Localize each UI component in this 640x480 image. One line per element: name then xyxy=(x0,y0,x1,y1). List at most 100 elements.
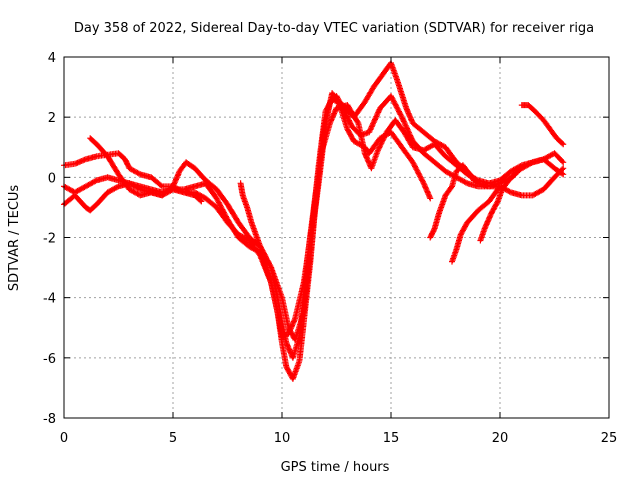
data-point xyxy=(457,220,470,238)
data-point xyxy=(388,129,404,149)
data-point xyxy=(529,187,546,199)
data-point xyxy=(82,153,99,163)
data-point xyxy=(115,150,127,162)
data-point xyxy=(213,186,230,207)
data-point xyxy=(560,159,567,166)
data-point xyxy=(466,171,476,183)
data-point xyxy=(499,178,511,193)
data-point xyxy=(148,174,164,189)
data-point xyxy=(235,234,252,249)
y-tick-label: 4 xyxy=(48,51,56,66)
data-point xyxy=(61,161,77,169)
data-point xyxy=(300,251,311,301)
data-point xyxy=(202,180,219,201)
series-track-c xyxy=(61,90,434,382)
data-point xyxy=(486,190,498,205)
data-point xyxy=(409,159,426,185)
data-point xyxy=(420,129,437,144)
data-point xyxy=(279,318,289,345)
data-point xyxy=(87,202,99,214)
data-point xyxy=(361,85,376,106)
data-point xyxy=(104,153,121,176)
data-point xyxy=(505,172,518,184)
data-point xyxy=(279,294,292,330)
data-point xyxy=(87,135,99,147)
data-point xyxy=(355,120,368,155)
data-point xyxy=(459,162,472,176)
data-point xyxy=(560,141,567,148)
data-point xyxy=(540,117,553,131)
data-point xyxy=(71,192,88,210)
series-track-i xyxy=(518,102,567,148)
data-point xyxy=(383,118,398,136)
data-point xyxy=(388,60,400,83)
data-point xyxy=(475,199,491,214)
data-point xyxy=(183,159,197,171)
data-point xyxy=(512,171,519,178)
data-point xyxy=(82,178,99,190)
data-point xyxy=(289,359,302,382)
data-point xyxy=(366,136,383,157)
data-point xyxy=(427,195,434,202)
series-track-h xyxy=(477,171,519,244)
data-point xyxy=(370,73,385,91)
data-point xyxy=(442,153,459,168)
data-point xyxy=(248,219,263,248)
data-point xyxy=(394,78,409,110)
data-point xyxy=(442,144,459,164)
data-point xyxy=(560,165,567,172)
data-point xyxy=(398,144,415,164)
data-markers xyxy=(61,60,567,382)
data-point xyxy=(202,195,219,210)
data-point xyxy=(449,169,459,190)
series-track-g xyxy=(449,183,503,265)
data-point xyxy=(470,177,477,184)
data-point xyxy=(104,184,121,196)
data-point xyxy=(453,233,464,253)
data-point xyxy=(224,201,241,225)
data-point xyxy=(366,106,383,136)
data-point xyxy=(481,211,494,232)
data-point xyxy=(388,93,405,119)
data-point xyxy=(191,165,208,183)
x-tick-label: 25 xyxy=(601,431,618,446)
data-point xyxy=(159,187,175,199)
data-point xyxy=(368,148,381,172)
data-point xyxy=(237,180,246,197)
data-point xyxy=(392,117,407,134)
data-point xyxy=(246,243,262,255)
data-point xyxy=(318,121,333,157)
data-point xyxy=(398,114,416,143)
y-tick-label: -6 xyxy=(43,352,56,367)
y-tick-label: -4 xyxy=(43,292,56,307)
data-point xyxy=(492,184,503,196)
axis-ticks: 0 5 10 15 20 25 -8 -6 -4 -2 0 2 4 xyxy=(43,51,617,446)
y-tick-label: 0 xyxy=(48,171,56,186)
data-point xyxy=(403,105,416,125)
data-point xyxy=(497,169,513,184)
x-tick-label: 20 xyxy=(492,431,509,446)
y-tick-label: 2 xyxy=(48,111,56,126)
data-point xyxy=(431,159,448,174)
y-tick-label: -2 xyxy=(43,232,56,247)
y-axis-label: SDTVAR / TECUs xyxy=(7,185,22,292)
data-point xyxy=(224,216,241,240)
data-point xyxy=(285,317,298,337)
data-point xyxy=(268,264,281,300)
chart-title: Day 358 of 2022, Sidereal Day-to-day VTE… xyxy=(74,21,594,36)
data-point xyxy=(409,120,426,135)
x-axis-label: GPS time / hours xyxy=(281,460,390,475)
data-point xyxy=(551,166,566,181)
data-point xyxy=(126,165,142,177)
data-point xyxy=(531,108,546,122)
y-tick-label: -8 xyxy=(43,412,56,427)
data-point xyxy=(213,195,230,221)
x-tick-label: 15 xyxy=(383,431,400,446)
data-point xyxy=(344,102,361,125)
data-point xyxy=(244,204,254,224)
data-point xyxy=(464,208,481,226)
data-point xyxy=(305,199,318,256)
data-point xyxy=(344,126,357,143)
series-track-f xyxy=(427,162,477,241)
